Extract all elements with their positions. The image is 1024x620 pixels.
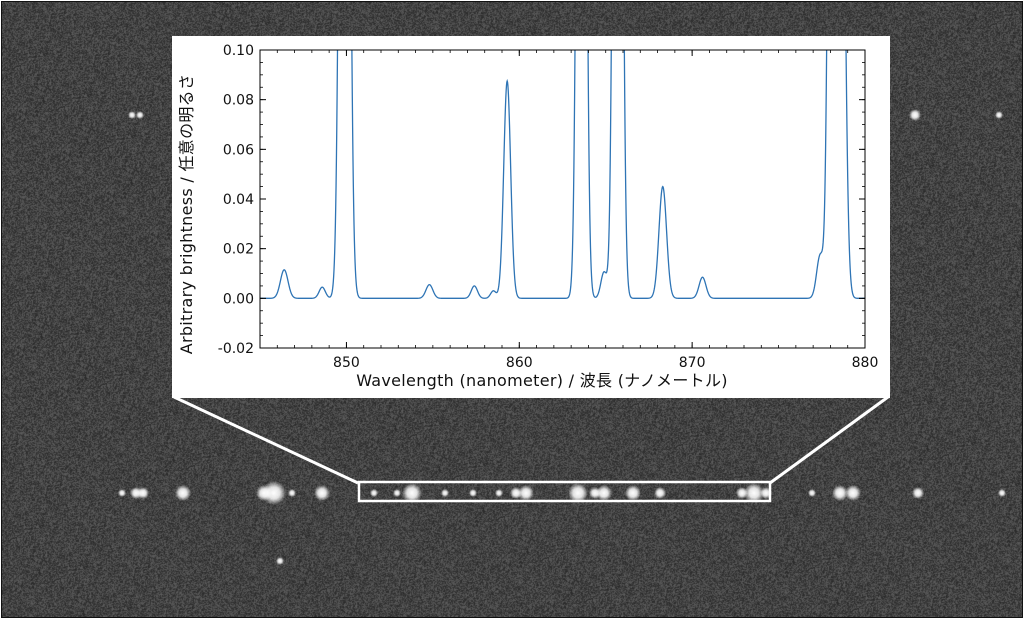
x-tick-label: 850 <box>333 355 360 371</box>
spectrum-chart: 850 860 870 880 -0.02 0.00 0.02 0.04 0.06 0.08 0.1… <box>177 43 879 390</box>
y-tick-label: 0.08 <box>223 93 254 109</box>
chart-panel: 850 860 870 880 -0.02 0.00 0.02 0.04 0.06 0.08 0.1… <box>172 36 890 398</box>
y-tick-label: 0.10 <box>223 43 254 59</box>
spectrum-line <box>260 50 865 299</box>
x-tick-label: 870 <box>679 355 706 371</box>
y-tick-label: 0.06 <box>223 142 254 158</box>
zoom-region-box <box>357 480 772 503</box>
y-tick-label: -0.02 <box>218 341 254 357</box>
x-tick-label: 860 <box>506 355 533 371</box>
y-axis-label: Arbitrary brightness / 任意の明るさ <box>177 74 196 355</box>
x-tick-label: 880 <box>852 355 879 371</box>
x-axis-label: Wavelength (nanometer) / 波長 (ナノメートル) <box>356 371 728 390</box>
plot-frame <box>259 49 866 349</box>
zoom-line-left <box>173 395 359 485</box>
zoom-line-right <box>769 395 889 485</box>
plot-area: 850 860 870 880 -0.02 0.00 0.02 0.04 0.06 0.08 0.1… <box>218 43 879 371</box>
y-tick-label: 0.00 <box>223 291 254 307</box>
y-tick-label: 0.04 <box>223 192 254 208</box>
y-tick-label: 0.02 <box>223 242 254 258</box>
